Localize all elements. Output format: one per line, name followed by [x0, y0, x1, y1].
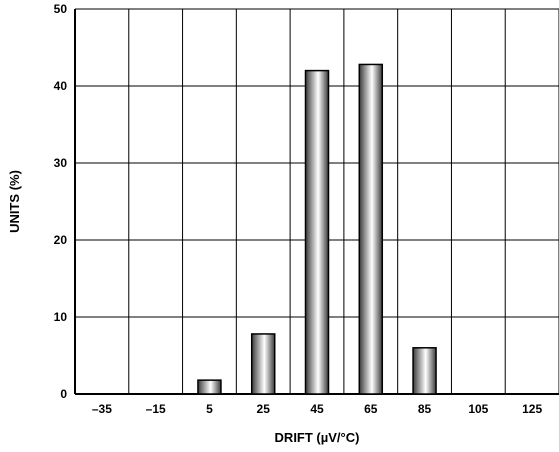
bar-85 [412, 347, 437, 395]
y-tick-label: 10 [54, 310, 68, 324]
x-axis-label: DRIFT (µV/°C) [275, 430, 360, 445]
x-tick-label: 25 [257, 402, 271, 416]
x-tick-label: 105 [468, 402, 488, 416]
x-tick-label: 125 [522, 402, 542, 416]
y-tick-label: 20 [54, 233, 68, 247]
x-tick-label: 85 [418, 402, 432, 416]
bars-group [197, 63, 437, 395]
bar-65 [358, 63, 384, 395]
x-tick-label: 65 [364, 402, 378, 416]
y-tick-label: 50 [54, 2, 68, 16]
x-tick-labels: –35 –15 5 25 45 65 85 105 125 [92, 402, 543, 416]
y-axis-label: UNITS (%) [7, 170, 22, 233]
y-tick-label: 30 [54, 156, 68, 170]
y-tick-label: 0 [60, 387, 67, 401]
x-tick-label: 45 [310, 402, 324, 416]
y-tick-labels: 0 10 20 30 40 50 [54, 2, 68, 401]
y-tick-label: 40 [54, 79, 68, 93]
bar-25 [250, 333, 276, 395]
x-tick-label: 5 [206, 402, 213, 416]
x-tick-label: –15 [146, 402, 166, 416]
x-tick-label: –35 [92, 402, 112, 416]
bar-45 [304, 69, 330, 395]
bar-5 [197, 379, 222, 395]
